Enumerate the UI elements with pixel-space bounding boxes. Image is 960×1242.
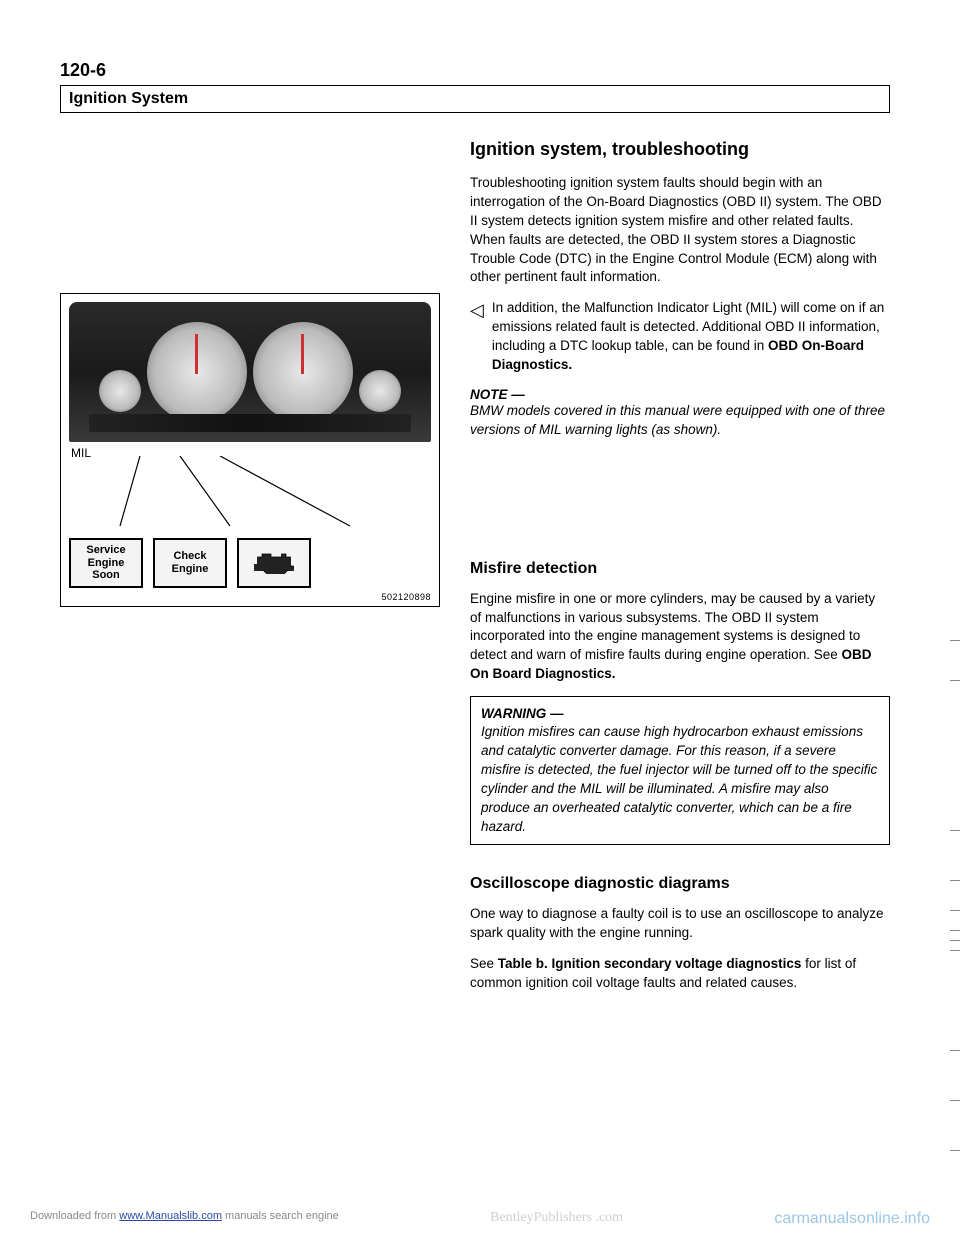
- header-bar: Ignition System: [60, 85, 890, 113]
- leader-lines: [69, 456, 431, 536]
- footer-center-watermark: BentleyPublishers .com: [490, 1210, 623, 1228]
- gauge-small-left: [99, 370, 141, 412]
- mil-engine-icon: [237, 538, 311, 588]
- warning-box: WARNING — Ignition misfires can cause hi…: [470, 696, 890, 845]
- oscope2-a: See: [470, 956, 498, 971]
- paragraph-oscope2: See Table b. Ignition secondary voltage …: [470, 955, 890, 993]
- footer-left: Downloaded from www.Manualslib.com manua…: [30, 1210, 339, 1228]
- margin-ruler: [948, 0, 960, 1242]
- oscope2-b: Table b. Ignition secondary voltage diag…: [498, 956, 802, 971]
- figure-instrument-cluster: MIL ServiceEngineSoon CheckEngine: [60, 293, 440, 607]
- paragraph-intro: Troubleshooting ignition system faults s…: [470, 174, 890, 287]
- footer-right-watermark: carmanualsonline.info: [774, 1210, 930, 1228]
- warning-body: Ignition misfires can cause high hydroca…: [481, 724, 877, 833]
- warning-heading: WARNING —: [481, 706, 564, 721]
- mil-check-engine: CheckEngine: [153, 538, 227, 588]
- mil-service-engine-soon: ServiceEngineSoon: [69, 538, 143, 588]
- page-number: 120-6: [60, 60, 890, 81]
- arrow-icon: ◁: [470, 301, 484, 375]
- instrument-cluster-image: [69, 302, 431, 442]
- footer-left-b: manuals search engine: [222, 1210, 339, 1222]
- section-title-misfire: Misfire detection: [470, 560, 890, 578]
- figure-code: 502120898: [69, 592, 431, 602]
- mil-box2-text: CheckEngine: [172, 550, 209, 575]
- note-heading: NOTE —: [470, 387, 890, 402]
- paragraph-mil: In addition, the Malfunction Indicator L…: [492, 299, 890, 375]
- gauge-speedo: [253, 322, 353, 422]
- paragraph-oscope1: One way to diagnose a faulty coil is to …: [470, 905, 890, 943]
- section-title-oscilloscope: Oscilloscope diagnostic diagrams: [470, 875, 890, 893]
- footer-manualslib-link[interactable]: www.Manualslib.com: [119, 1210, 222, 1222]
- mil-box1-text: ServiceEngineSoon: [86, 544, 125, 582]
- page-footer: Downloaded from www.Manualslib.com manua…: [0, 1210, 960, 1228]
- engine-icon: [251, 551, 297, 575]
- cluster-lcd-strip: [89, 414, 411, 432]
- gauge-small-right: [359, 370, 401, 412]
- gauge-tach: [147, 322, 247, 422]
- footer-left-a: Downloaded from: [30, 1210, 119, 1222]
- paragraph-misfire: Engine misfire in one or more cylinders,…: [470, 590, 890, 684]
- note-body: BMW models covered in this manual were e…: [470, 402, 890, 440]
- misfire-text: Engine misfire in one or more cylinders,…: [470, 591, 875, 663]
- section-title-troubleshooting: Ignition system, troubleshooting: [470, 139, 890, 160]
